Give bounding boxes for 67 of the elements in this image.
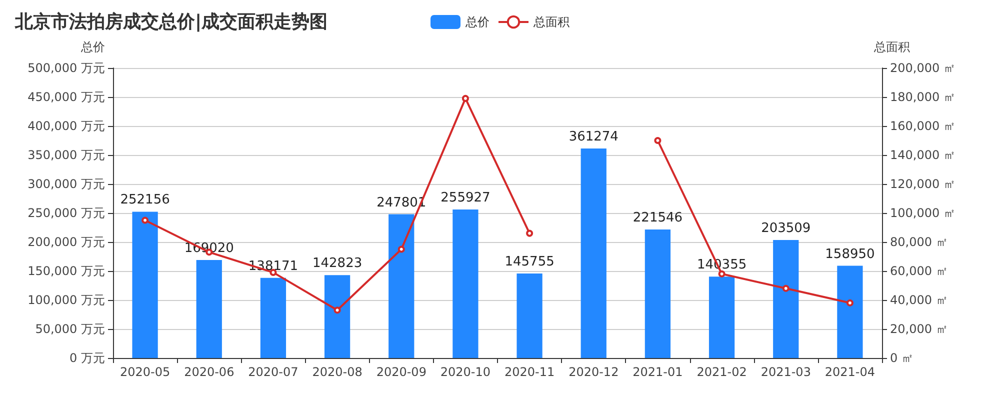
y-tick-label: 0 万元: [70, 351, 105, 365]
bar: [773, 240, 799, 358]
y2-tick-label: 140,000 ㎡: [890, 148, 956, 162]
bar: [132, 212, 158, 358]
y2-tick-label: 0 ㎡: [890, 351, 914, 365]
data-label: 255927: [440, 190, 490, 206]
bar: [388, 214, 414, 358]
data-label: 203509: [761, 220, 811, 236]
bar: [516, 273, 542, 358]
y-tick-label: 250,000 万元: [28, 206, 105, 220]
chart-title: 北京市法拍房成交总价|成交面积走势图: [14, 12, 328, 32]
bar: [644, 230, 671, 358]
data-label: 221546: [632, 210, 683, 226]
legend-label: 总面积: [532, 15, 570, 29]
y-tick-label: 300,000 万元: [28, 177, 105, 191]
y-tick-label: 400,000 万元: [28, 119, 105, 133]
x-tick-label: 2021-01: [632, 365, 683, 379]
x-tick-label: 2020-06: [184, 365, 234, 379]
point: [462, 94, 469, 102]
bar: [196, 260, 222, 358]
x-tick-label: 2020-10: [440, 365, 491, 379]
x-tick-label: 2020-12: [568, 365, 619, 379]
data-label: 142823: [312, 256, 362, 272]
y2-tick-label: 180,000 ㎡: [890, 90, 956, 104]
point: [846, 299, 854, 306]
y2-tick-label: 20,000 ㎡: [890, 322, 948, 336]
point: [782, 284, 790, 292]
bar: [452, 210, 478, 358]
point: [398, 246, 405, 253]
y-axis-title: 总价: [80, 40, 105, 54]
x-tick-label: 2020-08: [312, 365, 362, 379]
y2-tick-label: 80,000 ㎡: [890, 235, 948, 249]
y2-tick-label: 120,000 ㎡: [890, 177, 956, 191]
x-tick-label: 2021-04: [824, 365, 876, 379]
y2-tick-label: 100,000 ㎡: [890, 206, 956, 220]
y2-axis-title: 总面积: [873, 40, 910, 54]
y2-tick-label: 200,000 ㎡: [890, 61, 956, 75]
y-tick-label: 200,000 万元: [28, 235, 105, 249]
bar: [260, 278, 286, 358]
y2-tick-label: 40,000 ㎡: [890, 293, 948, 307]
point: [334, 306, 341, 314]
y-tick-label: 50,000 万元: [35, 322, 105, 336]
y2-tick-label: 160,000 ㎡: [890, 119, 956, 133]
data-label: 252156: [120, 192, 170, 208]
y-tick-label: 150,000 万元: [28, 264, 105, 278]
data-label: 361274: [568, 129, 618, 144]
y2-tick-label: 60,000 ㎡: [890, 264, 948, 278]
bar: [580, 148, 606, 358]
bar: [708, 276, 735, 358]
x-tick-label: 2020-09: [376, 365, 426, 379]
y-tick-label: 500,000 万元: [28, 61, 105, 75]
bar: [837, 266, 863, 358]
point: [654, 137, 662, 144]
x-tick-label: 2020-11: [504, 365, 555, 379]
x-tick-label: 2020-07: [248, 365, 298, 379]
bar: [324, 275, 350, 358]
legend-label: 总价: [464, 15, 490, 29]
y-tick-label: 350,000 万元: [28, 148, 105, 162]
y-tick-label: 450,000 万元: [28, 90, 105, 104]
data-label: 145755: [504, 254, 554, 270]
data-label: 158950: [825, 246, 875, 262]
x-tick-label: 2021-03: [760, 365, 811, 379]
y-tick-label: 100,000 万元: [28, 293, 105, 307]
point: [526, 230, 534, 237]
x-tick-label: 2020-05: [120, 365, 170, 379]
point: [142, 216, 149, 224]
x-tick-label: 2021-02: [696, 365, 747, 379]
